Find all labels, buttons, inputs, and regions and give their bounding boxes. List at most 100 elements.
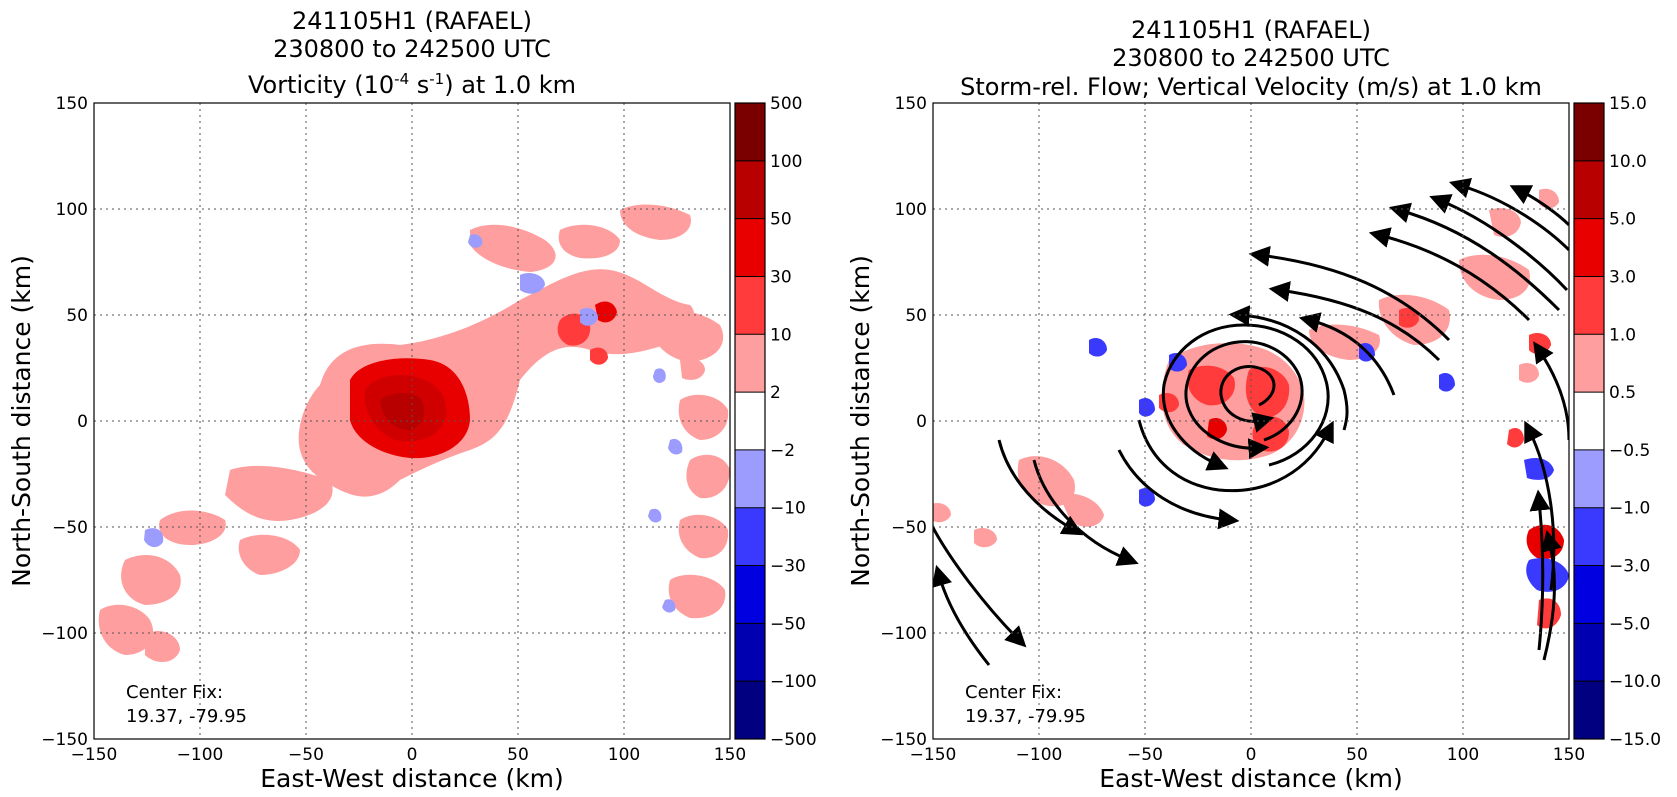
y-tick: −100 (41, 624, 88, 644)
center-fix-coords: 19.37, -79.95 (126, 706, 247, 727)
plot-frame (932, 102, 1570, 740)
x-tick: −100 (177, 745, 224, 765)
colorbar-segment (735, 160, 765, 219)
colorbar-segment (735, 449, 765, 508)
colorbar-tick-label: 2 (770, 383, 781, 403)
colorbar-tick-label: 10 (770, 325, 792, 345)
x-axis-label: East-West distance (km) (260, 764, 564, 793)
y-tick: 50 (905, 306, 927, 326)
grid (933, 103, 1569, 739)
vertical-velocity-panel: 241105H1 (RAFAEL) 230800 to 242500 UTC S… (839, 0, 1677, 797)
x-tick: 100 (1447, 745, 1479, 765)
colorbar-frame (1573, 102, 1605, 740)
y-tick: −100 (880, 624, 927, 644)
colorbar-segment (1574, 507, 1604, 566)
colorbar-tick-label: −500 (770, 730, 817, 750)
colorbar-segment (1574, 103, 1604, 161)
colorbar-tick-label: −1.0 (1609, 499, 1650, 519)
title-line-3: Storm-rel. Flow; Vertical Velocity (m/s)… (960, 73, 1542, 101)
colorbar-tick-label: 30 (770, 267, 792, 287)
colorbar-segment (735, 103, 765, 161)
y-tick: 150 (56, 94, 88, 114)
y-tick: 100 (895, 200, 927, 220)
colorbar-segment (1574, 334, 1604, 393)
colorbar-segment (735, 392, 765, 450)
colorbar-tick-label: −5.0 (1609, 614, 1650, 634)
colorbar-tick-label: −3.0 (1609, 557, 1650, 577)
vorticity-field (98, 204, 730, 662)
title-line-2: 230800 to 242500 UTC (1112, 44, 1390, 72)
title-line-3: Vorticity (10-4 s-1) at 1.0 km (248, 70, 576, 99)
colorbar-tick-label: 15.0 (1609, 94, 1647, 114)
colorbar: 15.0 10.0 5.0 3.0 1.0 0.5 −0.5 −1.0 −3.0 −5.0 −10.… (1573, 94, 1661, 750)
x-tick: 50 (1346, 745, 1368, 765)
x-tick-labels: −150 −100 −50 0 50 100 150 (71, 745, 747, 765)
y-tick: −150 (880, 730, 927, 750)
colorbar-tick-label: 50 (770, 210, 792, 230)
grid (94, 103, 730, 739)
colorbar-segment (1574, 623, 1604, 682)
colorbar-segment (1574, 681, 1604, 739)
x-tick: −100 (1016, 745, 1063, 765)
vorticity-chart: 241105H1 (RAFAEL) 230800 to 242500 UTC V… (7, 7, 817, 793)
colorbar-frame (734, 102, 766, 740)
colorbar-segment (735, 507, 765, 566)
colorbar-segment (1574, 392, 1604, 450)
colorbar-tick-label: 0.5 (1609, 383, 1636, 403)
y-axis-label: North-South distance (km) (7, 255, 36, 587)
colorbar-segment (735, 276, 765, 335)
y-tick: −50 (52, 518, 88, 538)
y-tick: 0 (916, 412, 927, 432)
plot-frame (93, 102, 731, 740)
colorbar-tick-label: 3.0 (1609, 267, 1636, 287)
y-axis-label: North-South distance (km) (846, 255, 875, 587)
colorbar-segment (1574, 218, 1604, 277)
colorbar-tick-label: −10 (770, 499, 806, 519)
colorbar-tick-label: −50 (770, 614, 806, 634)
colorbar-tick-label: −30 (770, 557, 806, 577)
x-tick: 50 (507, 745, 529, 765)
center-fix-label: Center Fix: (965, 682, 1062, 703)
vertical-velocity-chart: 241105H1 (RAFAEL) 230800 to 242500 UTC S… (846, 16, 1661, 793)
colorbar-tick-label: 100 (770, 152, 802, 172)
colorbar-segment (735, 565, 765, 624)
title-line-1: 241105H1 (RAFAEL) (292, 7, 532, 35)
x-tick: −150 (910, 745, 957, 765)
colorbar-tick-label: 500 (770, 94, 802, 114)
x-tick-labels: −150 −100 −50 0 50 100 150 (910, 745, 1586, 765)
title-line-1: 241105H1 (RAFAEL) (1131, 16, 1371, 44)
x-tick: −150 (71, 745, 118, 765)
y-tick: 0 (77, 412, 88, 432)
x-tick: 150 (1553, 745, 1585, 765)
y-tick-labels: 150 100 50 0 −50 −100 −150 (880, 94, 927, 750)
y-tick: −150 (41, 730, 88, 750)
colorbar-segment (1574, 449, 1604, 508)
colorbar: 500 100 50 30 10 2 −2 −10 −30 −50 −100 −500 (734, 94, 817, 750)
chart-title: 241105H1 (RAFAEL) 230800 to 242500 UTC V… (248, 7, 576, 99)
colorbar-tick-label: −0.5 (1609, 441, 1650, 461)
x-axis-label: East-West distance (km) (1099, 764, 1403, 793)
x-tick: 100 (608, 745, 640, 765)
vorticity-panel: 241105H1 (RAFAEL) 230800 to 242500 UTC V… (0, 0, 838, 797)
x-tick: −50 (1127, 745, 1163, 765)
colorbar-segment (1574, 565, 1604, 624)
colorbar-tick-label: 10.0 (1609, 152, 1647, 172)
colorbar-tick-label: −2 (770, 441, 795, 461)
colorbar-segment (1574, 276, 1604, 335)
y-tick: 50 (66, 306, 88, 326)
x-tick: 0 (1246, 745, 1257, 765)
colorbar-segment (735, 334, 765, 393)
y-tick-labels: 150 100 50 0 −50 −100 −150 (41, 94, 88, 750)
streamlines (933, 177, 1569, 666)
colorbar-tick-label: −100 (770, 672, 817, 692)
x-tick: 150 (714, 745, 746, 765)
colorbar-tick-label: 1.0 (1609, 325, 1636, 345)
colorbar-tick-label: 5.0 (1609, 210, 1636, 230)
x-tick: −50 (288, 745, 324, 765)
chart-title: 241105H1 (RAFAEL) 230800 to 242500 UTC S… (960, 16, 1542, 101)
colorbar-tick-label: −15.0 (1609, 730, 1661, 750)
y-tick: 150 (895, 94, 927, 114)
center-fix-label: Center Fix: (126, 682, 223, 703)
colorbar-segment (735, 623, 765, 682)
x-tick: 0 (407, 745, 418, 765)
